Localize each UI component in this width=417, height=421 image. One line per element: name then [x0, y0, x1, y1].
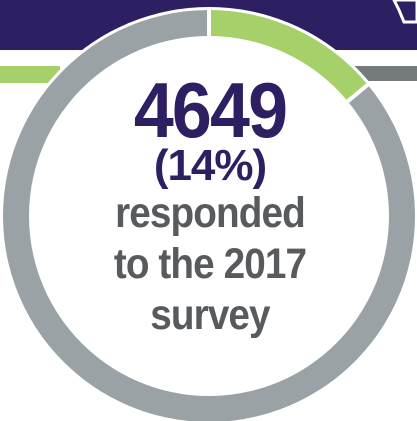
right-accent-bar: [352, 66, 417, 81]
respondent-count: 4649: [133, 66, 288, 154]
donut-slice-responded: [209, 10, 368, 102]
caption-line-1: responded: [115, 189, 306, 237]
caption-line-2: to the 2017: [113, 240, 307, 288]
left-accent-bar: [0, 66, 60, 83]
donut-center-label: 4649 (14%) responded to the 2017 survey: [30, 66, 390, 341]
donut-separator-2: [345, 82, 370, 104]
caption-line-3: survey: [150, 291, 270, 339]
corner-arrow-mark: [392, 0, 417, 24]
donut-halo: [0, 7, 417, 421]
response-rate: (14%): [153, 141, 267, 190]
corner-arrow-shape: [392, 0, 417, 24]
